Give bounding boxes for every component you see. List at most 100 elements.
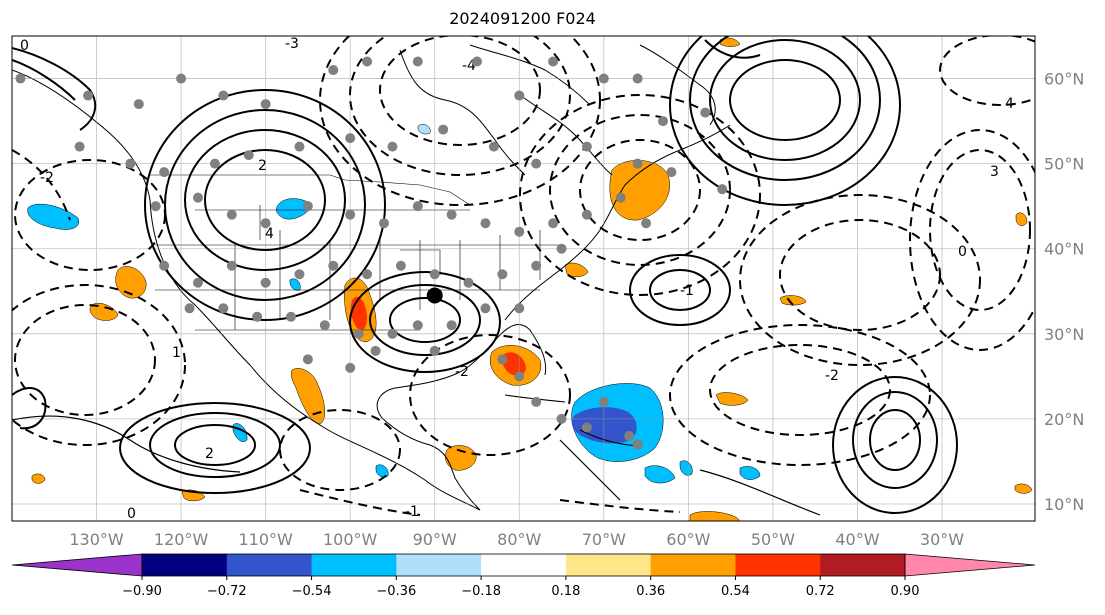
- station-dot: [387, 328, 398, 339]
- station-dot: [514, 303, 525, 314]
- station-dot: [125, 158, 136, 169]
- station-dot: [632, 158, 643, 169]
- latitude-label: 30°N: [1044, 325, 1084, 344]
- colorbar-segment: [142, 554, 228, 576]
- shade-positive: [445, 445, 477, 471]
- colorbar-tick-label: −0.90: [122, 584, 162, 599]
- station-dot: [548, 56, 559, 67]
- colorbar-segment: [311, 554, 397, 576]
- colorbar-segment: [565, 554, 652, 576]
- contour-label: 0: [127, 506, 136, 522]
- station-dot: [370, 345, 381, 356]
- colorbar-tick-label: 0.72: [806, 584, 835, 599]
- station-dot: [362, 269, 373, 280]
- station-dot: [412, 56, 423, 67]
- colorbar-segment: [735, 554, 821, 576]
- station-dot: [184, 303, 195, 314]
- storm-center-marker: [426, 287, 443, 304]
- station-dot: [159, 167, 170, 178]
- station-dot: [480, 218, 491, 229]
- shade-positive: [609, 160, 670, 221]
- contour-labels: -2 2 4 3 0 -1 2 -2 -2 -1 0 1 4 -3 -4 0: [20, 36, 1014, 522]
- station-dot: [658, 116, 668, 127]
- station-dot: [624, 430, 635, 441]
- shade-positive: [31, 473, 46, 484]
- station-dot: [463, 277, 474, 288]
- latitude-label: 40°N: [1044, 240, 1084, 259]
- station-dot: [345, 209, 356, 220]
- station-dot: [218, 90, 229, 101]
- station-dot: [497, 269, 508, 280]
- station-dot: [15, 73, 26, 84]
- station-dot: [362, 56, 373, 67]
- latitude-label: 60°N: [1044, 70, 1084, 89]
- station-dot: [438, 124, 449, 135]
- colorbar-tick-label: −0.72: [207, 584, 247, 599]
- shade-negative: [27, 203, 80, 230]
- colorbar-segment: [650, 554, 736, 576]
- station-dot: [556, 243, 567, 254]
- station-dot: [488, 141, 499, 152]
- station-dot: [514, 226, 525, 237]
- station-dot: [581, 209, 592, 220]
- colorbar-tick-label: −0.18: [461, 584, 501, 599]
- station-dot: [328, 65, 339, 76]
- shade-positive: [290, 368, 325, 425]
- longitude-label: 40°W: [835, 530, 879, 549]
- contour-label: 0: [20, 38, 29, 54]
- longitude-label: 50°W: [751, 530, 795, 549]
- shade-negative: [679, 460, 693, 476]
- shade-negative: [417, 124, 431, 135]
- shade-negative: [375, 464, 389, 478]
- contour-label: 0: [958, 244, 967, 260]
- colorbar-segment: [481, 554, 567, 576]
- colorbar: −0.90 −0.72 −0.54 −0.36 −0.18 0.18 0.36 0.54 0.7…: [11, 553, 1036, 599]
- station-dot: [446, 209, 457, 220]
- contours-solid: [12, 36, 958, 514]
- colorbar-tick-label: 0.36: [636, 584, 665, 599]
- contour-label: 1: [172, 345, 181, 361]
- station-dot: [717, 184, 728, 195]
- contours-dashed: [12, 36, 1035, 516]
- shade-positive-strong: [501, 352, 526, 376]
- colorbar-tick-label: 0.54: [721, 584, 750, 599]
- contour-label: -2: [455, 364, 469, 380]
- station-dot: [581, 141, 592, 152]
- station-dot: [615, 192, 626, 203]
- station-dot: [74, 141, 85, 152]
- colorbar-segment: [396, 554, 482, 576]
- station-dot: [531, 260, 542, 271]
- station-dot: [556, 413, 567, 424]
- shade-positive: [1014, 483, 1033, 494]
- station-dot: [176, 73, 187, 84]
- shade-negative: [289, 278, 301, 291]
- colorbar-frame: [141, 553, 906, 577]
- longitude-label: 130°W: [69, 530, 124, 549]
- colorbar-tick-label: −0.54: [292, 584, 332, 599]
- station-dot: [328, 260, 339, 271]
- contour-label: 2: [205, 446, 214, 462]
- longitude-label: 30°W: [920, 530, 964, 549]
- colorbar-tick-label: 0.90: [891, 584, 920, 599]
- shade-negative: [644, 465, 676, 484]
- station-dot: [429, 269, 440, 280]
- longitude-label: 110°W: [238, 530, 293, 549]
- station-dot: [193, 277, 203, 288]
- station-dot: [395, 260, 406, 271]
- station-dot: [83, 90, 94, 101]
- station-dot: [497, 354, 508, 365]
- station-dot: [345, 362, 356, 373]
- station-dot: [302, 201, 313, 212]
- station-dot: [209, 158, 220, 169]
- station-dot: [480, 303, 491, 314]
- shade-positive: [89, 302, 119, 321]
- longitude-label: 70°W: [582, 530, 626, 549]
- shade-positive: [115, 266, 147, 299]
- station-dot: [353, 328, 364, 339]
- station-dot: [260, 99, 271, 110]
- station-dot: [641, 218, 652, 229]
- shade-positive: [715, 392, 749, 406]
- station-dot: [193, 192, 203, 203]
- station-dot: [294, 141, 305, 152]
- station-dot: [666, 167, 677, 178]
